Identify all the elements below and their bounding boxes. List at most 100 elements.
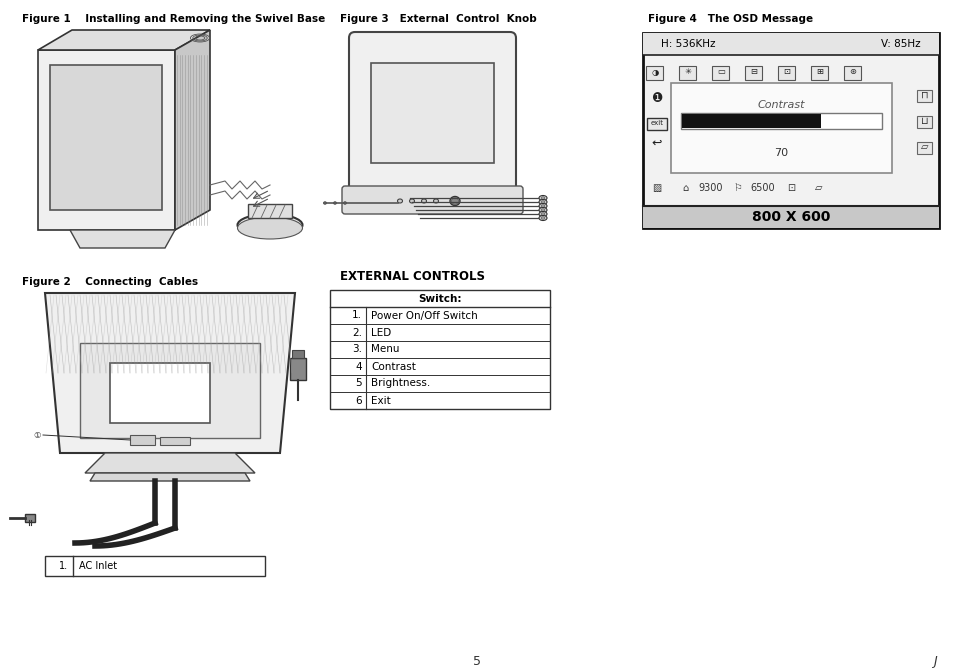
Ellipse shape bbox=[538, 204, 546, 208]
Bar bbox=[330, 290, 550, 409]
Polygon shape bbox=[90, 473, 250, 481]
Ellipse shape bbox=[421, 199, 426, 203]
Bar bbox=[916, 90, 931, 102]
Ellipse shape bbox=[538, 212, 546, 216]
Bar bbox=[680, 113, 882, 129]
Bar bbox=[645, 66, 662, 80]
Text: ⊡: ⊡ bbox=[782, 67, 790, 77]
Text: exit: exit bbox=[650, 120, 662, 126]
Bar bbox=[744, 66, 761, 80]
Polygon shape bbox=[38, 30, 210, 50]
Ellipse shape bbox=[540, 197, 544, 200]
Bar bbox=[45, 556, 265, 576]
Ellipse shape bbox=[237, 214, 302, 236]
Text: Brightness.: Brightness. bbox=[371, 378, 430, 388]
Polygon shape bbox=[45, 293, 294, 453]
Ellipse shape bbox=[540, 201, 544, 203]
Text: 3.: 3. bbox=[352, 345, 361, 355]
Ellipse shape bbox=[397, 199, 402, 203]
Text: ✳: ✳ bbox=[684, 67, 691, 77]
Bar bbox=[916, 142, 931, 154]
Text: 4: 4 bbox=[355, 362, 361, 372]
Bar bbox=[50, 65, 162, 210]
Bar bbox=[810, 66, 827, 80]
Ellipse shape bbox=[538, 208, 546, 212]
FancyBboxPatch shape bbox=[349, 32, 516, 199]
Text: V: 85Hz: V: 85Hz bbox=[881, 39, 920, 49]
Ellipse shape bbox=[237, 217, 302, 239]
Bar bbox=[642, 206, 938, 228]
Text: ▱: ▱ bbox=[921, 142, 928, 152]
Bar bbox=[80, 343, 260, 438]
Text: ①: ① bbox=[33, 431, 41, 439]
Text: Menu: Menu bbox=[371, 345, 399, 355]
Text: Switch:: Switch: bbox=[417, 294, 461, 304]
Text: 6500: 6500 bbox=[750, 183, 775, 193]
Bar bbox=[25, 514, 35, 522]
Bar bbox=[110, 363, 210, 423]
Polygon shape bbox=[38, 50, 174, 230]
Text: Exit: Exit bbox=[371, 396, 391, 405]
Text: ⊟: ⊟ bbox=[750, 67, 757, 77]
Polygon shape bbox=[174, 30, 210, 230]
Bar bbox=[130, 435, 154, 445]
Text: ▨: ▨ bbox=[652, 183, 661, 193]
Bar bbox=[778, 66, 794, 80]
Text: 5: 5 bbox=[355, 378, 361, 388]
Bar bbox=[371, 63, 494, 163]
Polygon shape bbox=[70, 230, 174, 248]
Text: Figure 4   The OSD Message: Figure 4 The OSD Message bbox=[647, 14, 812, 24]
Text: LED: LED bbox=[371, 327, 391, 337]
Bar bbox=[646, 118, 666, 130]
Text: 1.: 1. bbox=[59, 561, 68, 571]
Text: Figure 3   External  Control  Knob: Figure 3 External Control Knob bbox=[339, 14, 537, 24]
Text: ⊔: ⊔ bbox=[921, 116, 928, 126]
Text: 800 X 600: 800 X 600 bbox=[751, 210, 829, 224]
Ellipse shape bbox=[450, 196, 459, 206]
Text: EXTERNAL CONTROLS: EXTERNAL CONTROLS bbox=[339, 270, 484, 283]
Ellipse shape bbox=[540, 213, 544, 215]
Bar bbox=[160, 437, 190, 445]
Bar bbox=[642, 33, 938, 228]
Text: Figure 2    Connecting  Cables: Figure 2 Connecting Cables bbox=[22, 277, 198, 287]
Ellipse shape bbox=[343, 202, 346, 204]
Ellipse shape bbox=[451, 198, 458, 204]
Ellipse shape bbox=[540, 209, 544, 211]
Text: Figure 1    Installing and Removing the Swivel Base: Figure 1 Installing and Removing the Swi… bbox=[22, 14, 325, 24]
Ellipse shape bbox=[409, 199, 414, 203]
Text: 6: 6 bbox=[355, 396, 361, 405]
Text: ⚐: ⚐ bbox=[733, 183, 741, 193]
Text: ▱: ▱ bbox=[815, 183, 821, 193]
Bar bbox=[670, 83, 891, 173]
Text: ❶: ❶ bbox=[651, 91, 662, 105]
Bar bbox=[642, 33, 938, 55]
Text: ⊞: ⊞ bbox=[816, 67, 822, 77]
Text: ▭: ▭ bbox=[717, 67, 724, 77]
Ellipse shape bbox=[538, 196, 546, 200]
Bar bbox=[916, 116, 931, 128]
Bar bbox=[292, 350, 304, 358]
Ellipse shape bbox=[433, 199, 438, 203]
Text: ◑: ◑ bbox=[651, 67, 658, 77]
Bar bbox=[679, 66, 696, 80]
Text: 1.: 1. bbox=[352, 310, 361, 321]
Text: ⊡: ⊡ bbox=[786, 183, 794, 193]
Text: H: 536KHz: H: 536KHz bbox=[660, 39, 715, 49]
Polygon shape bbox=[85, 453, 254, 473]
Text: ⊓: ⊓ bbox=[921, 90, 928, 100]
Text: 70: 70 bbox=[774, 148, 788, 158]
Text: Contrast: Contrast bbox=[757, 100, 804, 110]
Bar bbox=[843, 66, 861, 80]
Text: Contrast: Contrast bbox=[371, 362, 416, 372]
Text: 9300: 9300 bbox=[698, 183, 722, 193]
Text: J: J bbox=[932, 655, 936, 668]
Text: AC Inlet: AC Inlet bbox=[79, 561, 117, 571]
Text: Power On/Off Switch: Power On/Off Switch bbox=[371, 310, 477, 321]
Text: ↩: ↩ bbox=[651, 136, 661, 149]
Text: 5: 5 bbox=[473, 655, 480, 668]
Bar bbox=[711, 66, 728, 80]
Ellipse shape bbox=[334, 202, 336, 204]
Bar bbox=[290, 358, 306, 380]
Text: 2.: 2. bbox=[352, 327, 361, 337]
Text: ⌂: ⌂ bbox=[681, 183, 687, 193]
